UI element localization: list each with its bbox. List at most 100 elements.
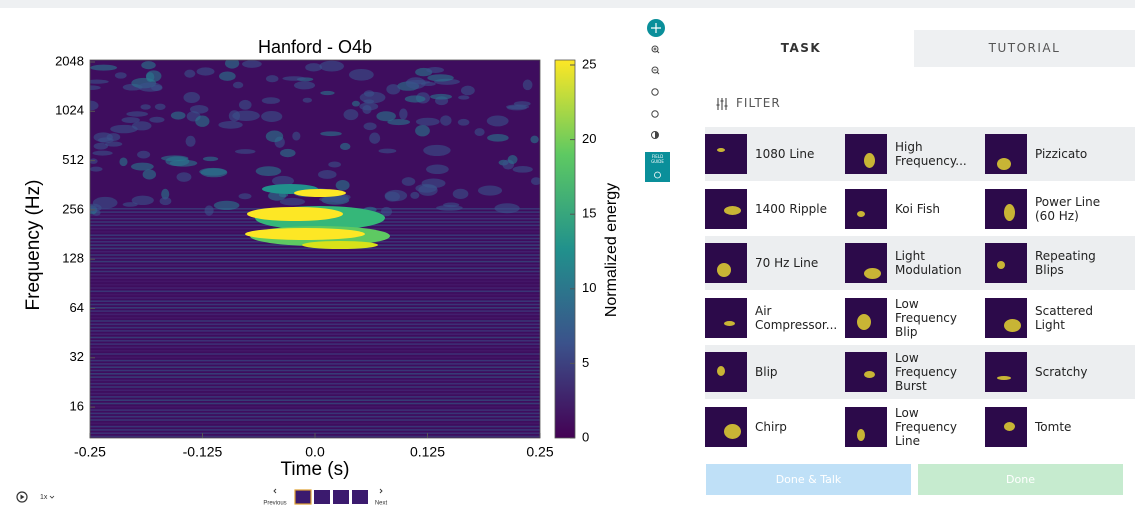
choice[interactable]: Chirp — [705, 407, 840, 447]
noise — [474, 128, 485, 137]
choice[interactable]: High Frequency... — [845, 134, 980, 174]
band — [90, 422, 540, 425]
play-button[interactable] — [16, 491, 28, 503]
done-talk-button[interactable]: Done & Talk — [706, 464, 911, 495]
choice-thumbnail — [985, 188, 1027, 229]
band — [90, 343, 540, 345]
noise — [452, 188, 469, 200]
choice[interactable]: Power Line (60 Hz) — [985, 188, 1120, 229]
thumbnail-glitch — [724, 205, 741, 215]
band — [90, 264, 540, 266]
band — [90, 356, 540, 359]
choice-label: Low Frequency Line — [895, 406, 957, 448]
noise — [131, 162, 154, 171]
band — [90, 386, 540, 388]
noise — [369, 132, 381, 144]
band — [90, 359, 540, 362]
choice[interactable]: Blip — [705, 352, 840, 393]
choice[interactable]: Tomte — [985, 407, 1120, 447]
noise — [363, 99, 375, 104]
previous-label[interactable]: Previous — [263, 501, 286, 507]
choice[interactable]: 70 Hz Line — [705, 243, 840, 284]
choice-label: Koi Fish — [895, 201, 940, 216]
frame-thumb[interactable] — [294, 489, 312, 505]
choice[interactable]: Repeating Blips — [985, 243, 1120, 284]
frame-thumb[interactable] — [314, 490, 330, 504]
band — [90, 297, 540, 299]
speed-select[interactable]: 1x — [40, 494, 48, 501]
noise — [137, 150, 151, 159]
x-axis-label: Time (s) — [281, 459, 350, 480]
previous-arrow[interactable] — [273, 488, 277, 494]
choice[interactable]: Scratchy — [985, 352, 1120, 393]
next-arrow[interactable] — [379, 488, 383, 494]
colorbar-tick-label: 20 — [582, 131, 596, 146]
band — [90, 257, 540, 260]
noise — [530, 135, 539, 144]
choice-thumbnail — [705, 352, 747, 393]
choice[interactable]: Koi Fish — [845, 188, 980, 229]
noise — [255, 166, 282, 177]
choice[interactable]: Pizzicato — [985, 134, 1120, 174]
field-guide-button[interactable] — [645, 152, 670, 182]
noise — [426, 164, 449, 175]
band — [90, 313, 540, 316]
band — [90, 283, 540, 286]
band — [90, 326, 540, 329]
zoom-in[interactable] — [651, 45, 659, 53]
choice[interactable]: 1400 Ripple — [705, 188, 840, 229]
band — [90, 254, 540, 256]
noise — [126, 111, 149, 117]
thumbnail-glitch — [864, 371, 875, 379]
thumbnail-glitch — [997, 158, 1011, 170]
task-tab[interactable]: TASK — [688, 30, 914, 67]
choice-label: Light Modulation — [895, 249, 962, 278]
thumbnail-glitch — [864, 153, 875, 168]
filter-label[interactable]: FILTER — [736, 96, 781, 110]
choice[interactable]: Light Modulation — [845, 243, 980, 284]
zoom-out[interactable] — [651, 66, 659, 74]
thumbnail-glitch — [997, 376, 1011, 381]
noise — [185, 135, 196, 147]
y-tick-label: 1024 — [55, 103, 84, 118]
rotate-left[interactable] — [651, 88, 659, 96]
tutorial-tab[interactable]: TUTORIAL — [914, 30, 1135, 67]
choice[interactable]: Low Frequency Blip — [845, 296, 980, 339]
done-button[interactable]: Done — [918, 464, 1123, 495]
noise — [380, 206, 393, 217]
y-tick-label: 2048 — [55, 53, 84, 68]
choice[interactable]: Low Frequency Line — [845, 406, 980, 448]
choice-row — [705, 127, 1135, 181]
choice[interactable]: 1080 Line — [705, 134, 840, 174]
choice-label: Scattered Light — [1035, 303, 1094, 332]
choice-thumbnail — [705, 243, 747, 284]
next-label[interactable]: Next — [375, 501, 388, 507]
filter-icon[interactable] — [715, 97, 729, 111]
choice[interactable]: Air Compressor... — [705, 297, 840, 338]
band — [90, 330, 540, 332]
band — [90, 396, 540, 398]
choice-row — [705, 181, 1135, 236]
thumbnail-glitch — [857, 429, 865, 441]
rotate-right[interactable] — [651, 110, 659, 118]
noise — [421, 178, 446, 189]
noise — [90, 79, 109, 84]
band — [90, 419, 540, 421]
band — [90, 336, 540, 339]
noise — [386, 84, 401, 95]
frame-thumb[interactable] — [333, 490, 349, 504]
noise — [90, 64, 117, 71]
choice-label: Low Frequency Blip — [895, 296, 957, 339]
y-tick-label: 16 — [70, 399, 84, 414]
frame-thumb[interactable] — [352, 490, 368, 504]
noise — [378, 148, 397, 154]
choice[interactable]: Scattered Light — [985, 297, 1120, 338]
noise — [319, 60, 345, 72]
band — [90, 349, 540, 352]
choice[interactable]: Low Frequency Burst — [845, 351, 980, 393]
band — [90, 290, 540, 293]
y-tick-label: 128 — [62, 251, 84, 266]
noise — [183, 91, 200, 104]
x-tick-label: -0.25 — [74, 444, 106, 460]
